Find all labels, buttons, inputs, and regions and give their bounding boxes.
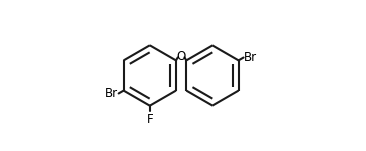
Text: Br: Br bbox=[105, 87, 118, 100]
Text: F: F bbox=[146, 113, 153, 126]
Text: O: O bbox=[176, 50, 186, 63]
Text: Br: Br bbox=[244, 51, 257, 64]
